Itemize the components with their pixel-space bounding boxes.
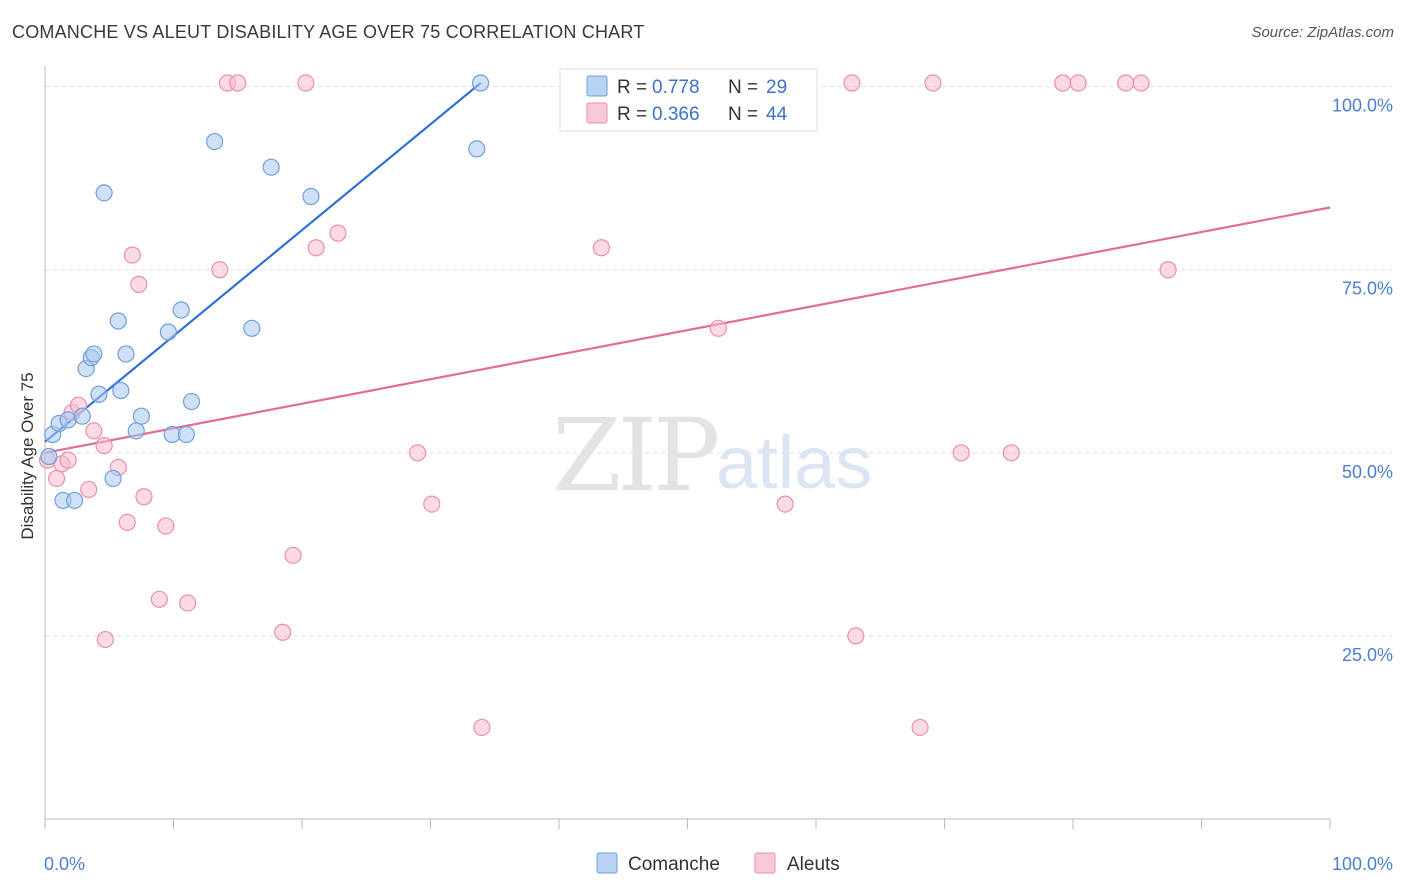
point-aleut [911,718,929,737]
bottom-legend-label-comanche: Comanche [628,854,720,875]
trend-line-aleut [44,206,1331,454]
point-aleut [59,451,77,469]
tick-labels: 25.0% 50.0% 75.0% 100.0% 0.0% 100.0% [44,96,1393,874]
point-comanche [177,425,195,444]
point-aleut [1054,74,1072,92]
point-aleut [592,239,611,257]
point-aleut [211,261,229,279]
point-aleut [307,239,325,257]
point-aleut [924,74,942,92]
point-aleut [123,246,141,264]
legend-n-label-aleut: N = [728,104,763,125]
point-comanche [117,345,135,363]
trend-line-comanche [44,82,482,443]
point-comanche [159,323,177,341]
point-aleut [1117,74,1135,92]
data-points [38,74,1177,737]
point-comanche [302,187,320,206]
point-comanche [109,312,127,330]
point-aleut [1159,261,1177,279]
point-comanche [132,407,150,425]
legend-n-value-aleut: 44 [766,104,788,125]
point-comanche [172,301,190,319]
point-comanche [182,392,201,411]
point-aleut [118,513,136,531]
point-comanche [243,319,261,337]
point-comanche [85,345,103,363]
legend-swatch-aleut [586,102,608,124]
point-aleut [952,444,970,462]
point-comanche [468,140,486,158]
watermark-zip: ZIP [552,397,717,514]
y-tick-label: 100.0% [1332,96,1393,116]
y-axis-label: Disability Age Over 75 [18,372,37,539]
point-aleut [473,718,491,737]
point-aleut [297,74,315,92]
point-aleut [843,74,861,92]
bottom-legend-label-aleut: Aleuts [787,854,840,875]
legend-r-label-aleut: R = [617,104,652,125]
point-aleut [150,590,168,608]
watermark: ZIP atlas [552,397,872,514]
point-aleut [274,623,292,641]
point-aleut [47,469,66,488]
point-aleut [80,480,98,499]
axes [44,66,1331,829]
x-tick-label: 100.0% [1332,854,1393,874]
legend-r-label-comanche: R = [617,77,652,98]
x-tick-label: 0.0% [44,854,85,874]
point-comanche [472,74,490,92]
point-aleut [130,275,148,293]
point-aleut [96,630,114,649]
point-aleut [1132,74,1150,92]
chart-title: COMANCHE VS ALEUT DISABILITY AGE OVER 75… [12,22,645,42]
point-comanche [127,422,145,440]
point-aleut [329,224,347,242]
series-legend: Comanche Aleuts [596,852,840,875]
point-comanche [112,381,130,400]
bottom-legend-swatch-comanche [596,852,618,874]
point-aleut [847,627,865,645]
point-aleut [709,319,727,337]
source-credit: Source: ZipAtlas.com [1251,24,1394,41]
point-aleut [157,517,175,535]
legend-r-value-comanche: 0.778 [652,77,700,98]
point-aleut [135,488,153,506]
point-comanche [90,385,108,403]
y-tick-label: 50.0% [1342,462,1393,482]
y-tick-label: 75.0% [1342,279,1393,299]
point-aleut [284,546,302,564]
legend-n-value-comanche: 29 [766,77,787,98]
y-tick-label: 25.0% [1342,645,1393,665]
point-aleut [776,495,794,513]
legend-n-label-comanche: N = [728,77,763,98]
point-aleut [1002,444,1020,462]
point-aleut [409,444,427,462]
point-comanche [95,184,113,202]
point-comanche [65,491,84,510]
point-aleut [95,436,113,455]
point-aleut [85,422,103,440]
point-comanche [206,132,224,151]
watermark-atlas: atlas [716,421,872,504]
point-aleut [1069,74,1087,92]
point-comanche [104,469,122,488]
point-comanche [73,407,91,425]
trend-lines [44,82,1331,454]
legend-r-value-aleut: 0.366 [652,104,700,125]
point-aleut [423,495,441,513]
stats-legend: R = 0.778 N = 29 R = 0.366 N = 44 [559,68,818,132]
gridlines [45,86,1392,637]
point-aleut [229,74,247,92]
point-comanche [262,158,280,176]
point-aleut [179,594,197,612]
point-comanche [40,447,58,466]
legend-swatch-comanche [586,75,608,97]
point-comanche [59,411,77,429]
bottom-legend-swatch-aleut [754,852,776,874]
